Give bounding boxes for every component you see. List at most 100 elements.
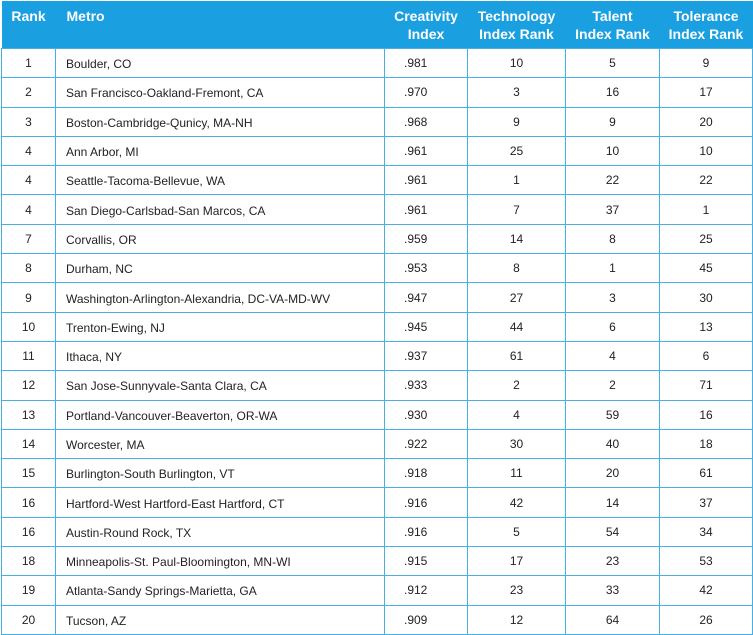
- cell-tolerance-index-rank: 26: [659, 604, 753, 635]
- cell-talent-index-rank: 5: [565, 47, 660, 79]
- cell-metro: Trenton-Ewing, NJ: [55, 311, 385, 342]
- cell-creativity-index: .970: [384, 77, 468, 108]
- cell-creativity-index: .933: [384, 370, 468, 401]
- header-technology-index-rank: Technology Index Rank: [467, 1, 566, 49]
- cell-creativity-index: .945: [384, 311, 468, 342]
- cell-talent-index-rank: 59: [565, 399, 660, 430]
- cell-technology-index-rank: 42: [467, 487, 566, 518]
- cell-rank: 9: [1, 282, 56, 313]
- header-talent-index-rank: Talent Index Rank: [565, 1, 660, 49]
- cell-metro: San Jose-Sunnyvale-Santa Clara, CA: [55, 370, 385, 401]
- table-row: 18 Minneapolis-St. Paul-Bloomington, MN-W…: [1, 546, 753, 577]
- table-row: 10 Trenton-Ewing, NJ .945 44 6 13: [1, 311, 753, 342]
- header-rank: Rank: [1, 1, 56, 49]
- cell-rank: 7: [1, 223, 56, 255]
- header-technology-line1: Technology: [477, 7, 556, 24]
- cell-metro: Boulder, CO: [55, 47, 385, 79]
- cell-talent-index-rank: 23: [565, 546, 660, 577]
- cell-tolerance-index-rank: 42: [659, 575, 753, 606]
- table-row: 19 Atlanta-Sandy Springs-Marietta, GA .912…: [1, 575, 753, 606]
- cell-talent-index-rank: 1: [565, 253, 660, 284]
- cell-talent-index-rank: 16: [565, 77, 660, 108]
- cell-rank: 15: [1, 458, 56, 489]
- cell-talent-index-rank: 64: [565, 604, 660, 635]
- cell-technology-index-rank: 8: [467, 253, 566, 284]
- cell-creativity-index: .915: [384, 546, 468, 577]
- table-row: 7 Corvallis, OR .959 14 8 25: [1, 223, 753, 255]
- header-tolerance-line2: Index Rank: [668, 25, 744, 42]
- table-header: Rank Metro Creativity Index Technology I…: [1, 1, 753, 49]
- cell-metro: Austin-Round Rock, TX: [55, 516, 385, 548]
- cell-metro: Ann Arbor, MI: [55, 135, 385, 167]
- cell-tolerance-index-rank: 13: [659, 311, 753, 342]
- cell-talent-index-rank: 22: [565, 165, 660, 196]
- table-row: 14 Worcester, MA .922 30 40 18: [1, 428, 753, 460]
- cell-tolerance-index-rank: 53: [659, 546, 753, 577]
- table-row: 4 San Diego-Carlsbad-San Marcos, CA .961 7 3…: [1, 194, 753, 225]
- cell-talent-index-rank: 2: [565, 370, 660, 401]
- cell-creativity-index: .968: [384, 106, 468, 137]
- cell-tolerance-index-rank: 25: [659, 223, 753, 255]
- cell-metro: Tucson, AZ: [55, 604, 385, 635]
- cell-technology-index-rank: 61: [467, 340, 566, 372]
- cell-technology-index-rank: 4: [467, 399, 566, 430]
- table-row: 16 Hartford-West Hartford-East Hartford, …: [1, 487, 753, 518]
- cell-rank: 10: [1, 311, 56, 342]
- cell-talent-index-rank: 6: [565, 311, 660, 342]
- header-metro: Metro: [55, 1, 385, 49]
- cell-metro: Durham, NC: [55, 253, 385, 284]
- cell-tolerance-index-rank: 20: [659, 106, 753, 137]
- cell-technology-index-rank: 12: [467, 604, 566, 635]
- cell-rank: 12: [1, 370, 56, 401]
- cell-creativity-index: .930: [384, 399, 468, 430]
- cell-creativity-index: .937: [384, 340, 468, 372]
- cell-rank: 4: [1, 194, 56, 225]
- cell-creativity-index: .916: [384, 516, 468, 548]
- cell-rank: 11: [1, 340, 56, 372]
- cell-creativity-index: .909: [384, 604, 468, 635]
- cell-talent-index-rank: 3: [565, 282, 660, 313]
- cell-rank: 16: [1, 516, 56, 548]
- cell-technology-index-rank: 17: [467, 546, 566, 577]
- cell-creativity-index: .961: [384, 194, 468, 225]
- cell-technology-index-rank: 23: [467, 575, 566, 606]
- table-row: 16 Austin-Round Rock, TX .916 5 54 34: [1, 516, 753, 548]
- cell-creativity-index: .916: [384, 487, 468, 518]
- cell-technology-index-rank: 2: [467, 370, 566, 401]
- cell-rank: 18: [1, 546, 56, 577]
- table-row: 1 Boulder, CO .981 10 5 9: [1, 47, 753, 79]
- cell-metro: Boston-Cambridge-Qunicy, MA-NH: [55, 106, 385, 137]
- cell-talent-index-rank: 9: [565, 106, 660, 137]
- cell-rank: 13: [1, 399, 56, 430]
- cell-rank: 2: [1, 77, 56, 108]
- cell-talent-index-rank: 40: [565, 428, 660, 460]
- cell-technology-index-rank: 25: [467, 135, 566, 167]
- cell-creativity-index: .947: [384, 282, 468, 313]
- cell-tolerance-index-rank: 22: [659, 165, 753, 196]
- cell-talent-index-rank: 10: [565, 135, 660, 167]
- cell-technology-index-rank: 44: [467, 311, 566, 342]
- cell-tolerance-index-rank: 17: [659, 77, 753, 108]
- cell-technology-index-rank: 10: [467, 47, 566, 79]
- cell-metro: Portland-Vancouver-Beaverton, OR-WA: [55, 399, 385, 430]
- cell-tolerance-index-rank: 6: [659, 340, 753, 372]
- cell-metro: Seattle-Tacoma-Bellevue, WA: [55, 165, 385, 196]
- cell-metro: Washington-Arlington-Alexandria, DC-VA-M…: [55, 282, 385, 313]
- cell-talent-index-rank: 4: [565, 340, 660, 372]
- cell-talent-index-rank: 54: [565, 516, 660, 548]
- table-row: 4 Ann Arbor, MI .961 25 10 10: [1, 135, 753, 167]
- cell-talent-index-rank: 37: [565, 194, 660, 225]
- cell-technology-index-rank: 11: [467, 458, 566, 489]
- table-row: 2 San Francisco-Oakland-Fremont, CA .970 3 1…: [1, 77, 753, 108]
- cell-technology-index-rank: 9: [467, 106, 566, 137]
- cell-tolerance-index-rank: 71: [659, 370, 753, 401]
- cell-creativity-index: .959: [384, 223, 468, 255]
- table-row: 9 Washington-Arlington-Alexandria, DC-VA-…: [1, 282, 753, 313]
- header-technology-line2: Index Rank: [479, 25, 554, 42]
- cell-metro: San Francisco-Oakland-Fremont, CA: [55, 77, 385, 108]
- cell-metro: Corvallis, OR: [55, 223, 385, 255]
- table-row: 11 Ithaca, NY .937 61 4 6: [1, 340, 753, 372]
- cell-tolerance-index-rank: 45: [659, 253, 753, 284]
- cell-tolerance-index-rank: 18: [659, 428, 753, 460]
- cell-metro: Minneapolis-St. Paul-Bloomington, MN-WI: [55, 546, 385, 577]
